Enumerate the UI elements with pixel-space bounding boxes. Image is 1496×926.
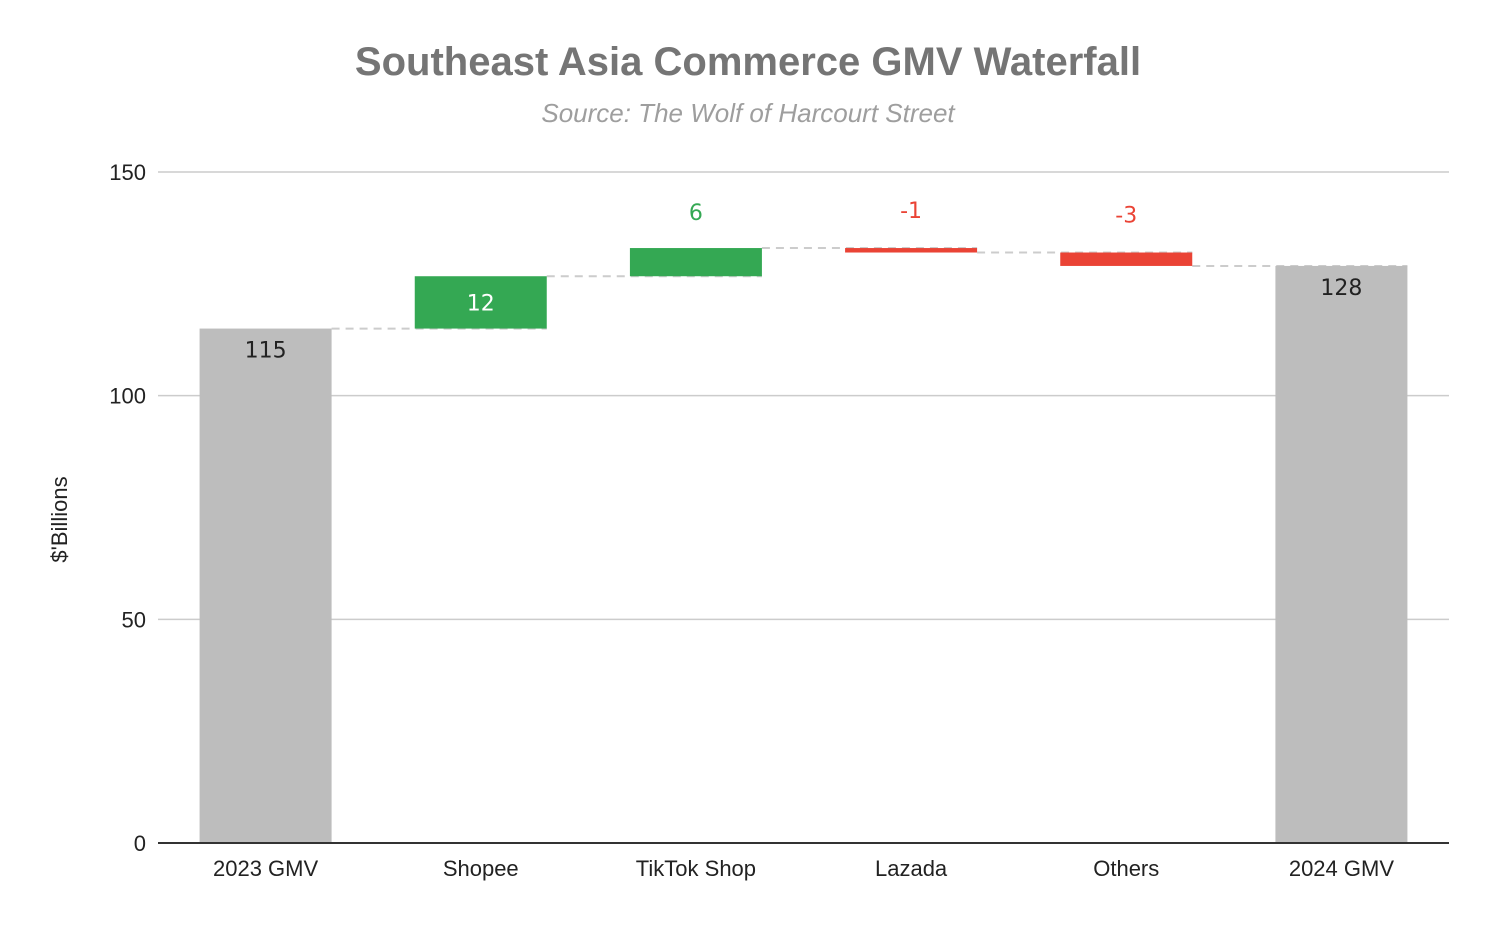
y-axis-title: $'Billions: [47, 476, 72, 562]
x-tick-label: TikTok Shop: [636, 856, 756, 881]
data-label: 115: [245, 339, 287, 364]
x-tick-label: 2023 GMV: [213, 856, 318, 881]
data-label: -3: [1115, 204, 1137, 229]
bar-increase: [414, 276, 547, 329]
bar-decrease: [845, 248, 978, 253]
y-tick-label: 0: [134, 831, 146, 856]
data-label: 128: [1320, 276, 1362, 301]
data-label: 12: [467, 291, 495, 316]
bar-increase: [629, 248, 762, 277]
x-tick-label: Others: [1093, 856, 1159, 881]
bar-decrease: [1060, 252, 1193, 266]
chart-title: Southeast Asia Commerce GMV Waterfall: [354, 40, 1142, 84]
x-tick-label: Lazada: [875, 856, 948, 881]
x-tick-label: Shopee: [443, 856, 519, 881]
data-label: -1: [900, 199, 922, 224]
x-tick-label: 2024 GMV: [1289, 856, 1394, 881]
bar-total: [1275, 265, 1408, 843]
chart-subtitle: Source: The Wolf of Harcourt Street: [541, 98, 955, 128]
y-tick-label: 50: [122, 607, 146, 632]
y-tick-label: 100: [109, 384, 146, 409]
y-tick-label: 150: [109, 160, 146, 185]
bar-total: [199, 328, 332, 844]
data-label: 6: [689, 201, 703, 226]
